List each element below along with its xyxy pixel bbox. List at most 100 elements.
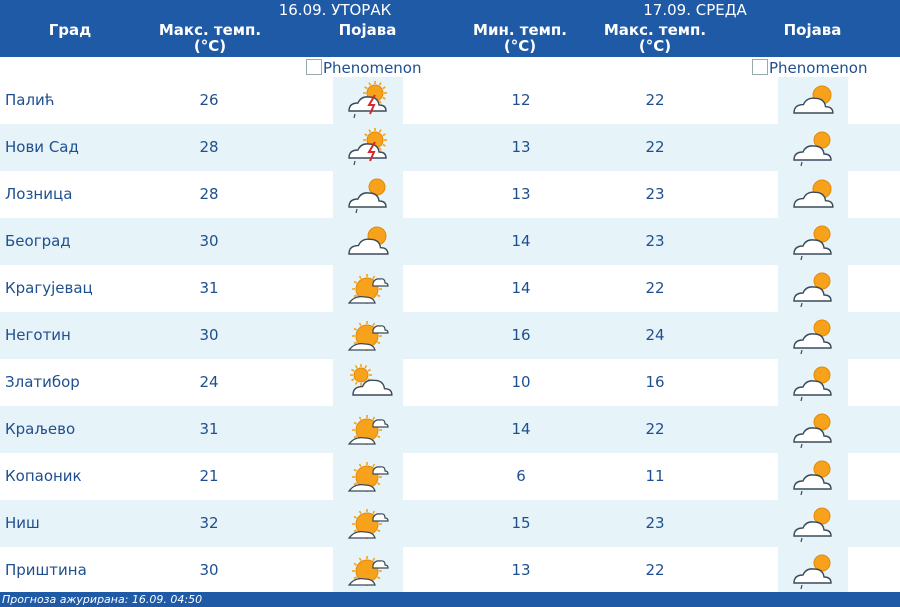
min-temp-day2: 16 — [511, 326, 531, 344]
min-temp-day2: 14 — [511, 420, 531, 438]
max-temp-day2: 23 — [645, 514, 665, 532]
max-temp-header-line2: (°C) — [193, 37, 227, 55]
day1-label: 16.09. УТОРАК — [278, 1, 392, 19]
broken-image-day2: Phenomenon — [752, 59, 868, 76]
max-temp-day1: 28 — [199, 185, 219, 203]
city-name: Лозница — [5, 185, 73, 203]
max-temp-day2: 16 — [645, 373, 665, 391]
phenomenon-cell-day1 — [333, 312, 403, 359]
city-name: Копаоник — [5, 467, 82, 485]
sunny-cloud-icon — [347, 509, 389, 539]
max-temp-header-day2-line2: (°C) — [638, 37, 672, 55]
max-temp-day1: 26 — [199, 91, 219, 109]
phenomenon-cell-day1 — [333, 359, 403, 406]
phenomenon-cell-day2 — [778, 124, 848, 171]
max-temp-day2: 11 — [645, 467, 665, 485]
max-temp-header-day1: Макс. темп. (°C) — [145, 22, 275, 54]
max-temp-day1: 30 — [199, 326, 219, 344]
min-temp-day2: 14 — [511, 232, 531, 250]
max-temp-day1: 31 — [199, 420, 219, 438]
table-header: 16.09. УТОРАК 17.09. СРЕДА Град Макс. те… — [0, 0, 900, 57]
city-name: Неготин — [5, 326, 71, 344]
sunny-cloud-icon — [347, 462, 389, 492]
thunderstorm-icon — [348, 81, 387, 119]
max-temp-day2: 22 — [645, 279, 665, 297]
table-row: Копаоник 21 6 11 — [0, 453, 900, 500]
cloudy-rain-icon — [793, 131, 832, 167]
city-name: Краљево — [5, 420, 76, 438]
min-temp-day2: 10 — [511, 373, 531, 391]
table-row: Краљево 31 14 22 — [0, 406, 900, 453]
min-temp-day2: 15 — [511, 514, 531, 532]
max-temp-day1: 30 — [199, 232, 219, 250]
min-temp-day2: 13 — [511, 185, 531, 203]
broken-image-day1: Phenomenon — [306, 59, 422, 76]
cloudy-rain-icon — [793, 319, 832, 355]
max-temp-header-day2-line1: Макс. темп. — [603, 21, 707, 39]
city-name: Нови Сад — [5, 138, 79, 156]
phenomenon-header-day2: Појава — [783, 21, 842, 39]
phenomenon-header-day1: Појава — [338, 21, 397, 39]
max-temp-header-day2: Макс. темп. (°C) — [590, 22, 720, 54]
cloudy-rain-icon — [793, 507, 832, 543]
table-row: Приштина 30 13 22 — [0, 547, 900, 594]
city-name: Београд — [5, 232, 71, 250]
phenomenon-cell-day2 — [778, 218, 848, 265]
min-temp-header-day2: Мин. темп. (°C) — [455, 22, 585, 54]
cloudy-rain-icon — [793, 225, 832, 261]
city-name: Ниш — [5, 514, 40, 532]
city-name: Златибор — [5, 373, 80, 391]
max-temp-day2: 22 — [645, 91, 665, 109]
phenomenon-cell-day1 — [333, 171, 403, 218]
sunny-cloud-icon — [347, 321, 389, 351]
phenomenon-cell-day2 — [778, 359, 848, 406]
phenomenon-cell-day1 — [333, 500, 403, 547]
update-time-text: Прогноза ажурирана: 16.09. 04:50 — [2, 593, 203, 606]
sunny-cloud-icon — [347, 556, 389, 586]
max-temp-day1: 31 — [199, 279, 219, 297]
phenomenon-cell-day1 — [333, 218, 403, 265]
max-temp-day2: 23 — [645, 232, 665, 250]
max-temp-day1: 30 — [199, 561, 219, 579]
day2-label: 17.09. СРЕДА — [643, 1, 747, 19]
min-temp-day2: 13 — [511, 561, 531, 579]
phenomenon-cell-day2 — [778, 453, 848, 500]
table-row: Београд 30 14 23 — [0, 218, 900, 265]
phenomenon-cell-day1 — [333, 547, 403, 594]
max-temp-day2: 23 — [645, 185, 665, 203]
phenomenon-cell-day1 — [333, 124, 403, 171]
min-temp-header-line1: Мин. темп. — [473, 21, 567, 39]
max-temp-day2: 22 — [645, 561, 665, 579]
broken-image-icon — [752, 59, 768, 75]
min-temp-header-line2: (°C) — [503, 37, 537, 55]
table-row: Нови Сад 28 13 22 — [0, 124, 900, 171]
sunny-cloud-icon — [347, 415, 389, 445]
table-row: Крагујевац 31 14 22 — [0, 265, 900, 312]
table-row: Неготин 30 16 24 — [0, 312, 900, 359]
city-column-header: Град — [48, 21, 92, 39]
max-temp-day2: 22 — [645, 420, 665, 438]
phenomenon-cell-day2 — [778, 312, 848, 359]
cloudy-rain-icon — [793, 366, 832, 402]
phenomenon-cell-day1 — [333, 265, 403, 312]
max-temp-day1: 24 — [199, 373, 219, 391]
broken-image-icon — [306, 59, 322, 75]
phenomenon-cell-day1 — [333, 453, 403, 500]
cloudy-rain-icon — [348, 178, 387, 214]
phenomenon-cell-day2 — [778, 171, 848, 218]
table-row: Ниш 32 15 23 — [0, 500, 900, 547]
min-temp-day2: 14 — [511, 279, 531, 297]
max-temp-day2: 22 — [645, 138, 665, 156]
partly-cloudy-icon — [793, 179, 834, 208]
phenomenon-cell-day1 — [333, 77, 403, 124]
min-temp-day2: 6 — [516, 467, 526, 485]
phenomenon-cell-day2 — [778, 547, 848, 594]
cloudy-rain-icon — [793, 460, 832, 496]
phenomenon-cell-day2 — [778, 77, 848, 124]
max-temp-day2: 24 — [645, 326, 665, 344]
phenomenon-cell-day2 — [778, 500, 848, 547]
phenomenon-alt-text-day1: Phenomenon — [323, 59, 422, 77]
phenomenon-cell-day1 — [333, 406, 403, 453]
max-temp-day1: 32 — [199, 514, 219, 532]
city-name: Приштина — [5, 561, 87, 579]
